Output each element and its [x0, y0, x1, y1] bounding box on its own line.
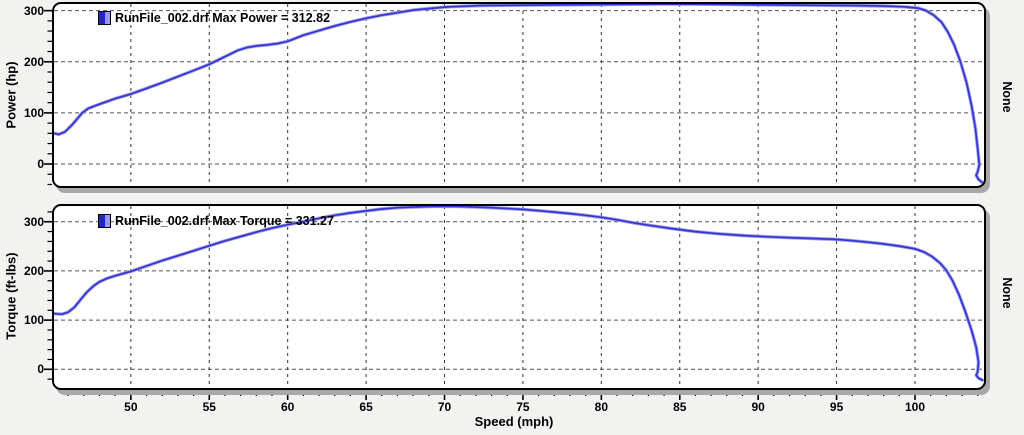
power-series-swatch-icon: [98, 11, 111, 25]
torque-plot-area[interactable]: RunFile_002.drf Max Torque = 331.27: [52, 204, 986, 390]
speed-tick-label: 65: [359, 400, 373, 414]
speed-tick-label: 85: [673, 400, 687, 414]
power-y-tick-label: 300: [23, 3, 44, 18]
speed-tick-label: 95: [829, 400, 844, 414]
torque-right-axis-label: None: [1000, 277, 1014, 309]
power-legend: RunFile_002.drf Max Power = 312.82: [98, 11, 330, 25]
torque-curve: [54, 206, 984, 382]
torque-y-tick-label: 200: [23, 263, 44, 278]
power-y-tick-label: 100: [23, 105, 44, 120]
power-plot-area[interactable]: RunFile_002.drf Max Power = 312.82: [52, 2, 986, 188]
speed-tick-label: 70: [437, 400, 452, 414]
speed-tick-label: 75: [516, 400, 530, 414]
power-legend-label: RunFile_002.drf Max Power = 312.82: [115, 11, 331, 25]
x-axis-title: Speed (mph): [474, 414, 554, 429]
speed-tick-label: 55: [202, 400, 216, 414]
speed-tick-label: 90: [751, 400, 765, 414]
torque-y-tick-label: 0: [37, 362, 44, 377]
torque-legend-label: RunFile_002.drf Max Torque = 331.27: [115, 214, 334, 228]
power-curve-canvas: [54, 4, 984, 186]
torque-curve-canvas: [54, 206, 984, 388]
power-right-axis-label: None: [1000, 81, 1014, 113]
power-curve: [54, 4, 984, 186]
torque-legend: RunFile_002.drf Max Torque = 331.27: [98, 214, 334, 228]
speed-tick-label: 50: [124, 400, 138, 414]
power-y-tick-label: 0: [37, 157, 44, 172]
speed-tick-label: 60: [280, 400, 295, 414]
speed-tick-label: 100: [904, 400, 925, 414]
torque-series-swatch-icon: [98, 214, 111, 228]
power-curve: [54, 4, 984, 185]
torque-y-tick-label: 100: [23, 313, 44, 328]
speed-tick-label: 80: [594, 400, 609, 414]
power-y-tick-label: 200: [23, 54, 44, 69]
torque-curve: [54, 206, 984, 381]
torque-y-tick-label: 300: [23, 214, 44, 229]
